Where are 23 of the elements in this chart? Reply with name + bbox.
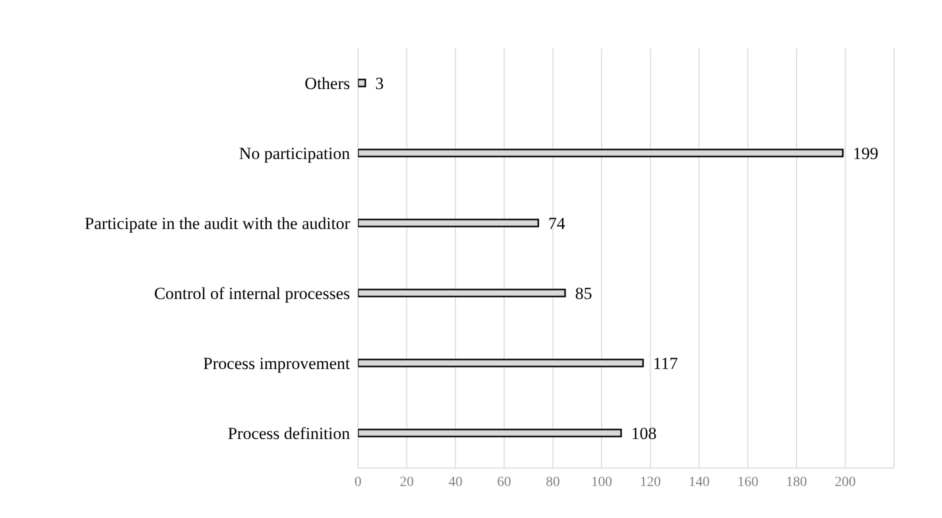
x-tick-label: 40 [448,474,462,490]
x-tick-label: 100 [591,474,612,490]
y-tick-label: Control of internal processes [154,284,350,304]
y-tick-label: Others [304,74,350,94]
x-tick-label: 120 [640,474,661,490]
x-tick-label: 140 [688,474,710,490]
data-label: 108 [631,424,657,444]
y-tick-label: Participate in the audit with the auditor [84,214,350,234]
x-tick-label: 200 [834,474,856,490]
data-label: 85 [575,284,592,304]
y-tick-label: Process improvement [203,354,350,374]
x-tick-label: 160 [737,474,758,490]
x-tick-label: 0 [354,474,362,490]
y-tick-label: Process definition [228,424,350,444]
data-label: 117 [653,354,678,374]
data-label: 74 [548,214,566,234]
data-label: 3 [375,74,384,94]
x-tick-label: 60 [497,474,512,490]
y-tick-label: No participation [239,144,350,164]
data-label: 199 [852,144,878,164]
x-tick-label: 180 [786,474,808,490]
x-tick-label: 80 [546,474,560,490]
x-tick-label: 20 [400,474,414,490]
